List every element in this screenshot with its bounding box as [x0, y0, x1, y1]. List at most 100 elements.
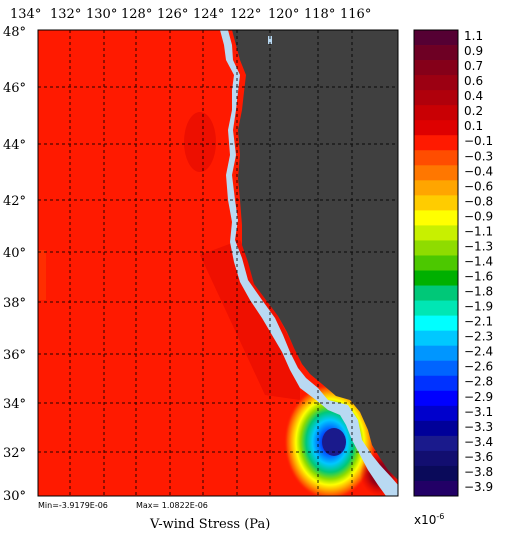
colorbar-swatch — [414, 240, 458, 256]
lon-label: 120° — [268, 7, 299, 22]
graticule — [38, 30, 398, 496]
colorbar-label: −3.3 — [464, 420, 493, 434]
colorbar-label: −0.4 — [464, 164, 493, 178]
colorbar-swatch — [414, 255, 458, 271]
colorbar-label: 0.9 — [464, 44, 483, 58]
colorbar-swatch — [414, 330, 458, 347]
colorbar-label: −2.9 — [464, 390, 493, 404]
map-title: V-wind Stress (Pa) — [149, 517, 270, 532]
colorbar-swatch — [414, 165, 458, 181]
lat-label: 44° — [3, 138, 26, 153]
lon-label: 124° — [193, 7, 224, 22]
map-plot — [38, 30, 398, 496]
lat-label: 30° — [3, 489, 26, 504]
lon-labels: 134° 132° 130° 128° 126° 124° 122° 120° … — [10, 7, 371, 22]
ocean-shade-west — [38, 250, 46, 300]
colorbar-swatch — [414, 375, 458, 392]
colorbar-swatch — [414, 225, 458, 241]
lat-label: 42° — [3, 194, 26, 209]
colorbar-swatch — [414, 90, 458, 106]
plot-frame — [37, 29, 399, 497]
colorbar-label: 0.2 — [464, 104, 483, 118]
colorbar-swatch — [414, 105, 458, 121]
colorbar-label: −3.4 — [464, 435, 493, 449]
colorbar-swatch — [414, 315, 458, 332]
colorbar-exponent-power: -6 — [436, 512, 444, 521]
lat-label: 46° — [3, 81, 26, 96]
colorbar-label: −0.6 — [464, 179, 493, 193]
colorbar-exponent: x10-6 — [414, 512, 444, 527]
colorbar-exponent-base: x10 — [414, 513, 436, 527]
colorbar-label: −2.4 — [464, 345, 493, 359]
colorbar-swatch — [414, 45, 458, 61]
lat-label: 40° — [3, 246, 26, 261]
stats-min: Min=-3.9179E-06 — [38, 501, 108, 510]
colorbar-swatch — [414, 345, 458, 362]
colorbar-label: −2.3 — [464, 330, 493, 344]
colorbar-swatch — [414, 180, 458, 196]
colorbar-label: 1.1 — [464, 29, 483, 43]
colorbar-label: 0.6 — [464, 74, 483, 88]
colorbar-label: −2.6 — [464, 360, 493, 374]
colorbar-label: −1.8 — [464, 285, 493, 299]
ocean-shade-north — [184, 112, 216, 172]
lon-label: 116° — [340, 7, 371, 22]
colorbar-swatch — [414, 435, 458, 452]
colorbar-swatch — [414, 150, 458, 166]
colorbar-swatch — [414, 270, 458, 286]
colorbar-swatch — [414, 60, 458, 76]
lon-label: 126° — [157, 7, 188, 22]
colorbar-label: −1.1 — [464, 224, 493, 238]
colorbar-label: −0.8 — [464, 194, 493, 208]
lon-label: 122° — [230, 7, 261, 22]
colorbar-swatch — [414, 135, 458, 151]
lat-label: 32° — [3, 446, 26, 461]
stats-max: Max= 1.0822E-06 — [136, 501, 208, 510]
colorbar-swatch — [414, 465, 458, 482]
ocean-shade-diagonal — [200, 240, 300, 400]
colorbar-swatch — [414, 360, 458, 377]
colorbar-label: 0.7 — [464, 59, 483, 73]
lat-labels: 48° 46° 44° 42° 40° 38° 36° 34° 32° 30° — [3, 25, 26, 504]
colorbar-swatch — [414, 120, 458, 136]
colorbar-label: −2.8 — [464, 375, 493, 389]
colorbar-label: −0.1 — [464, 134, 493, 148]
colorbar-label: −3.1 — [464, 405, 493, 419]
colorbar-swatch — [414, 300, 458, 317]
colorbar-swatch — [414, 480, 458, 497]
colorbar-swatch — [414, 450, 458, 467]
colorbar-label: −3.9 — [464, 480, 493, 494]
eddy-core — [322, 428, 346, 456]
lon-label: 128° — [121, 7, 152, 22]
colorbar-label: −3.8 — [464, 465, 493, 479]
colorbar-swatch — [414, 30, 458, 46]
colorbar-swatch — [414, 75, 458, 91]
colorbar-swatch — [414, 210, 458, 226]
lon-label: 132° — [50, 7, 81, 22]
colorbar: 1.10.90.70.60.40.20.1−0.1−0.3−0.4−0.6−0.… — [413, 29, 493, 497]
colorbar-label: −0.9 — [464, 209, 493, 223]
colorbar-label: −1.3 — [464, 239, 493, 253]
land-mass — [232, 30, 398, 480]
lat-label: 36° — [3, 348, 26, 363]
colorbar-label: 0.1 — [464, 119, 483, 133]
island — [268, 36, 272, 44]
colorbar-swatch — [414, 420, 458, 437]
colorbar-label: −2.1 — [464, 315, 493, 329]
colorbar-label: −1.6 — [464, 270, 493, 284]
colorbar-swatch — [414, 195, 458, 211]
lon-label: 130° — [86, 7, 117, 22]
lat-label: 34° — [3, 397, 26, 412]
colorbar-label: −0.3 — [464, 149, 493, 163]
colorbar-swatch — [414, 285, 458, 301]
colorbar-label: −1.4 — [464, 254, 493, 268]
coast-band — [220, 30, 398, 496]
colorbar-label: −1.9 — [464, 300, 493, 314]
colorbar-swatch — [414, 390, 458, 407]
lon-label: 118° — [304, 7, 335, 22]
colorbar-label: −3.6 — [464, 450, 493, 464]
colorbar-swatch — [414, 405, 458, 422]
lon-label: 134° — [10, 7, 41, 22]
colorbar-label: 0.4 — [464, 89, 483, 103]
